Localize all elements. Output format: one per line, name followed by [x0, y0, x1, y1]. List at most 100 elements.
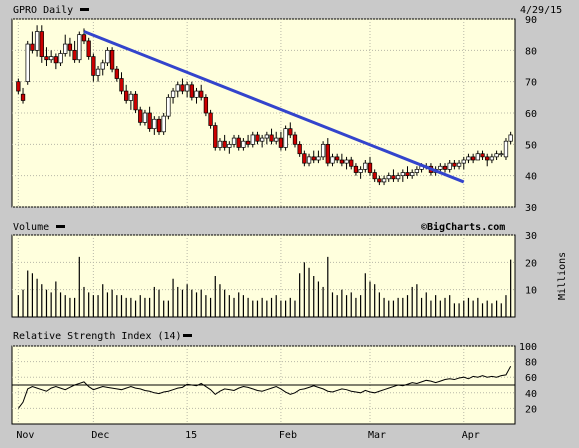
- candle-body: [194, 90, 199, 98]
- candle-body: [63, 43, 68, 54]
- candle-body: [44, 56, 49, 61]
- candle-body: [236, 137, 241, 148]
- candle-body: [325, 143, 330, 164]
- candle-body: [438, 165, 443, 170]
- candle-body: [16, 81, 21, 92]
- candle-body: [353, 165, 359, 173]
- candle-body: [147, 112, 152, 130]
- candle-body: [358, 169, 363, 173]
- candle-body: [302, 153, 307, 164]
- candle-body: [452, 162, 457, 167]
- candle-body: [49, 56, 54, 61]
- candle-body: [170, 90, 176, 98]
- volume-title: Volume: [13, 222, 49, 233]
- price-y-tick: 50: [525, 140, 537, 151]
- candle-body: [231, 137, 237, 145]
- volume-bars: [17, 256, 512, 317]
- x-tick-label: Feb: [279, 430, 297, 441]
- volume-y-tick: 20: [525, 258, 537, 269]
- candle-body: [208, 112, 213, 126]
- candle-body: [260, 137, 265, 142]
- candle-body: [292, 134, 298, 145]
- candle-body: [405, 172, 410, 177]
- candle-body: [189, 84, 194, 98]
- candle-body: [372, 172, 377, 180]
- candle-body: [114, 68, 119, 79]
- candle-body: [461, 159, 466, 164]
- candle-body: [447, 162, 452, 170]
- candle-body: [30, 43, 35, 51]
- candle-body: [105, 49, 110, 64]
- candle-body: [217, 140, 223, 148]
- candle-body: [466, 156, 471, 161]
- candle-body: [199, 90, 204, 98]
- price-y-axis: 90 80 70 60 50 40 30: [525, 15, 537, 214]
- candle-body: [470, 156, 476, 161]
- price-y-tick: 80: [525, 46, 537, 57]
- candle-body: [138, 109, 143, 123]
- candle-body: [86, 40, 91, 57]
- x-tick-label: Mar: [368, 430, 386, 441]
- candle-body: [53, 56, 59, 64]
- candle-body: [503, 140, 509, 158]
- candle-body: [25, 43, 30, 83]
- rsi-y-tick: 20: [525, 404, 537, 415]
- candle-body: [335, 156, 340, 161]
- candle-body: [180, 84, 185, 92]
- candle-body: [255, 134, 260, 142]
- candle-body: [316, 156, 321, 161]
- candle-body: [227, 143, 232, 148]
- volume-plot-area: [11, 234, 516, 318]
- x-tick-label: 15: [185, 430, 197, 441]
- candle-body: [320, 143, 326, 158]
- candle-body: [124, 90, 129, 101]
- candle-body: [241, 140, 246, 148]
- volume-y-tick: 30: [525, 231, 537, 242]
- candle-body: [109, 49, 115, 70]
- candle-body: [274, 137, 279, 142]
- candle-body: [330, 156, 335, 164]
- candle-body: [142, 112, 148, 123]
- candle-body: [344, 159, 349, 164]
- candle-body: [213, 125, 218, 148]
- candle-body: [475, 153, 480, 161]
- candle-body: [77, 34, 82, 61]
- candle-body: [278, 137, 284, 148]
- rsi-series-line: [17, 366, 512, 409]
- candle-body: [245, 140, 251, 145]
- candle-body: [166, 96, 171, 117]
- candle-body: [508, 134, 513, 142]
- candle-body: [128, 93, 134, 101]
- candle-body: [499, 153, 504, 156]
- candle-body: [410, 172, 415, 177]
- x-tick-label: Nov: [16, 430, 34, 441]
- candle-body: [306, 156, 312, 164]
- rsi-title: Relative Strength Index (14): [13, 331, 182, 342]
- candle-body: [58, 53, 63, 64]
- price-y-tick: 40: [525, 172, 537, 183]
- symbol-label: GPRO Daily: [13, 5, 73, 16]
- candle-body: [377, 178, 382, 183]
- x-tick-label: Dec: [91, 430, 109, 441]
- price-panel: 90 80 70 60 50 40 30: [11, 15, 537, 214]
- chart-date: 4/29/15: [520, 5, 562, 16]
- candle-body: [152, 118, 157, 130]
- candle-body: [400, 172, 405, 177]
- candle-body: [456, 162, 462, 167]
- candle-body: [363, 162, 368, 170]
- rsi-legend-swatch: [183, 334, 192, 337]
- candle-body: [95, 68, 101, 76]
- volume-panel: Volume ©BigCharts.com 30 20 10 Millions: [11, 221, 568, 318]
- candle-body: [34, 31, 40, 51]
- candle-body: [72, 49, 77, 61]
- candle-body: [414, 169, 420, 173]
- volume-y-axis: 30 20 10: [525, 231, 537, 297]
- x-tick-label: Apr: [462, 430, 480, 441]
- candle-body: [133, 93, 138, 111]
- price-y-tick: 30: [525, 203, 537, 214]
- candle-body: [311, 156, 316, 161]
- candle-body: [81, 34, 87, 42]
- price-candles: [16, 25, 513, 186]
- price-y-tick: 90: [525, 15, 537, 26]
